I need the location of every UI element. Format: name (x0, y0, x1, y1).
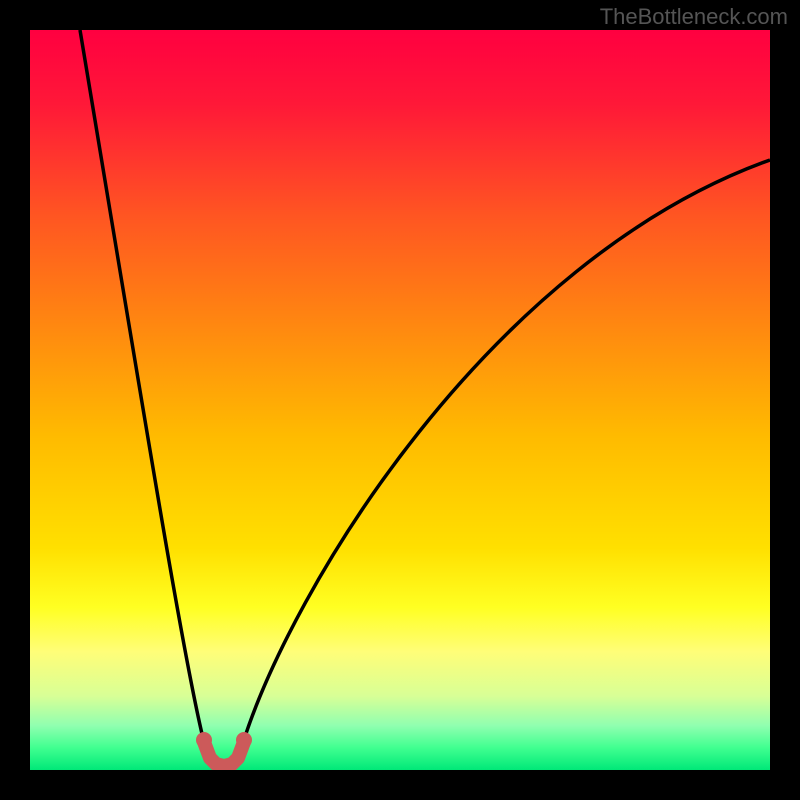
curve-layer (30, 30, 770, 770)
valley-marker (204, 742, 244, 766)
watermark-text: TheBottleneck.com (600, 4, 788, 30)
plot-area (30, 30, 770, 770)
valley-dot-left (196, 732, 212, 748)
valley-dot-right (236, 732, 252, 748)
bottleneck-curve-right (242, 160, 770, 746)
bottleneck-curve-left (80, 30, 205, 746)
